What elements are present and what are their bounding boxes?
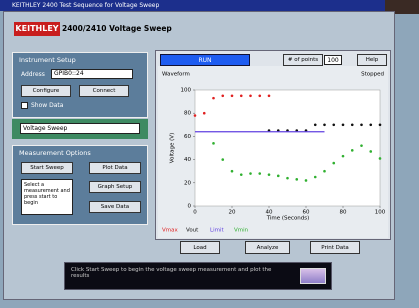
data-point (332, 124, 335, 127)
y-tick-label: 20 (184, 180, 191, 186)
options-panel: Measurement Options Start Sweep Plot Dat… (12, 145, 148, 225)
legend-entry: Vout (186, 228, 199, 234)
button[interactable]: Connect (79, 85, 129, 97)
data-point (286, 177, 289, 180)
data-point (268, 173, 271, 176)
data-point (212, 97, 215, 100)
chart: Waveform Stopped Time (Seconds) Voltage … (158, 66, 388, 238)
chart-title: Waveform (162, 72, 190, 78)
data-point (203, 112, 206, 115)
status-bar: Click Start Sweep to begin the voltage s… (64, 262, 332, 290)
x-tick-label: 60 (303, 210, 310, 216)
page: KEITHLEY 2400 Test Sequence for Voltage … (0, 0, 419, 308)
data-point (194, 114, 197, 117)
button[interactable]: Load (180, 241, 220, 254)
data-point (351, 149, 354, 152)
data-point (323, 124, 326, 127)
y-axis-label: Voltage (V) (170, 133, 176, 163)
data-point (212, 142, 215, 145)
legend-entry: Limit (210, 228, 224, 234)
legend-entry: Vmin (234, 228, 249, 234)
button[interactable]: Start Sweep (21, 162, 73, 174)
button[interactable]: Plot Data (89, 162, 141, 174)
address-field[interactable]: GPIB0::24 (51, 69, 133, 79)
data-point (360, 124, 363, 127)
checkbox-label: Show Data (31, 102, 63, 109)
data-point (314, 176, 317, 179)
data-point (240, 173, 243, 176)
data-point (379, 124, 382, 127)
data-point (277, 175, 280, 178)
data-point (249, 95, 252, 98)
data-point (221, 158, 224, 161)
x-tick-label: 40 (266, 210, 273, 216)
x-tick-label: 20 (229, 210, 236, 216)
y-tick-label: 40 (184, 157, 191, 163)
x-tick-label: 100 (375, 210, 386, 216)
label: # of points (283, 54, 323, 66)
button[interactable]: Analyze (245, 241, 290, 254)
label: Address (21, 71, 45, 78)
data-point (258, 95, 261, 98)
data-point (332, 162, 335, 165)
run-button[interactable]: RUN (160, 54, 250, 66)
plot-area (195, 90, 380, 206)
data-point (379, 157, 382, 160)
button[interactable]: Save Data (89, 201, 141, 213)
data-point (268, 95, 271, 98)
data-point (342, 124, 345, 127)
data-point (305, 179, 308, 182)
data-point (249, 172, 252, 175)
data-point (295, 178, 298, 181)
data-point (351, 124, 354, 127)
panel-title: Instrument Setup (19, 56, 76, 64)
y-tick-label: 100 (181, 88, 192, 94)
chart-status: Stopped (361, 72, 384, 78)
button[interactable]: Print Data (310, 241, 360, 254)
data-point (360, 144, 363, 147)
mode-dropdown[interactable]: Voltage Sweep (20, 123, 140, 134)
button[interactable]: Graph Setup (89, 181, 141, 193)
window-title: KEITHLEY 2400 Test Sequence for Voltage … (12, 2, 159, 9)
data-point (231, 170, 234, 173)
status-icon (300, 268, 326, 284)
data-point (369, 124, 372, 127)
legend-entry: Vmax (162, 228, 178, 234)
data-point (258, 172, 261, 175)
y-tick-label: 80 (184, 111, 191, 117)
data-point (221, 95, 224, 98)
note: Select a measurement and press start to … (21, 179, 73, 215)
panel-title: Measurement Options (19, 149, 91, 157)
title-bar: KEITHLEY 2400 Test Sequence for Voltage … (0, 0, 419, 11)
button[interactable]: Help (357, 54, 387, 66)
data-point (240, 95, 243, 98)
data-point (314, 124, 317, 127)
data-point (231, 95, 234, 98)
instrument-panel: Instrument Setup Address GPIB0::24 Confi… (12, 52, 148, 118)
checkbox[interactable] (21, 102, 28, 109)
y-tick-label: 60 (184, 134, 191, 140)
y-tick-label: 0 (188, 204, 192, 210)
x-tick-label: 80 (340, 210, 347, 216)
mode-panel: Voltage Sweep (12, 119, 148, 139)
app-title: 2400/2410 Voltage Sweep (62, 22, 172, 36)
logo: KEITHLEY (14, 22, 60, 36)
points-field[interactable]: 100 (324, 55, 342, 65)
x-tick-label: 0 (193, 210, 197, 216)
data-point (342, 155, 345, 158)
data-point (369, 150, 372, 153)
data-point (323, 170, 326, 173)
button[interactable]: Configure (21, 85, 71, 97)
x-axis-label: Time (Seconds) (266, 216, 310, 222)
